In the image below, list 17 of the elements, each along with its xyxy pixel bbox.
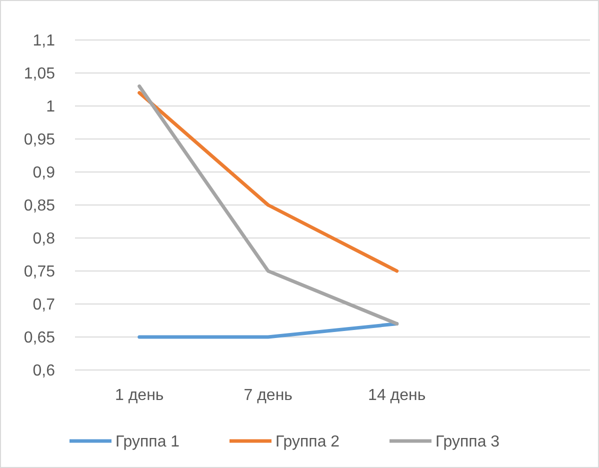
y-tick-label: 1 (46, 98, 56, 116)
x-tick-label: 14 день (368, 387, 426, 404)
y-tick-label: 0,65 (24, 330, 56, 347)
y-tick-label: 0,85 (24, 198, 56, 215)
x-tick-label: 7 день (244, 387, 292, 404)
y-tick-label: 0,75 (24, 264, 56, 281)
legend-label: Группа 1 (116, 434, 180, 451)
y-tick-label: 1,1 (32, 32, 56, 50)
legend-label: Группа 3 (436, 434, 500, 451)
y-tick-label: 0,7 (32, 296, 56, 314)
y-tick-label: 0,95 (24, 132, 56, 149)
y-tick-label: 1,05 (24, 66, 56, 83)
x-tick-label: 1 день (115, 387, 164, 404)
y-tick-label: 0,6 (32, 362, 56, 380)
legend-label: Группа 2 (276, 434, 340, 451)
y-tick-label: 0,9 (32, 164, 56, 182)
y-tick-label: 0,8 (32, 230, 56, 248)
